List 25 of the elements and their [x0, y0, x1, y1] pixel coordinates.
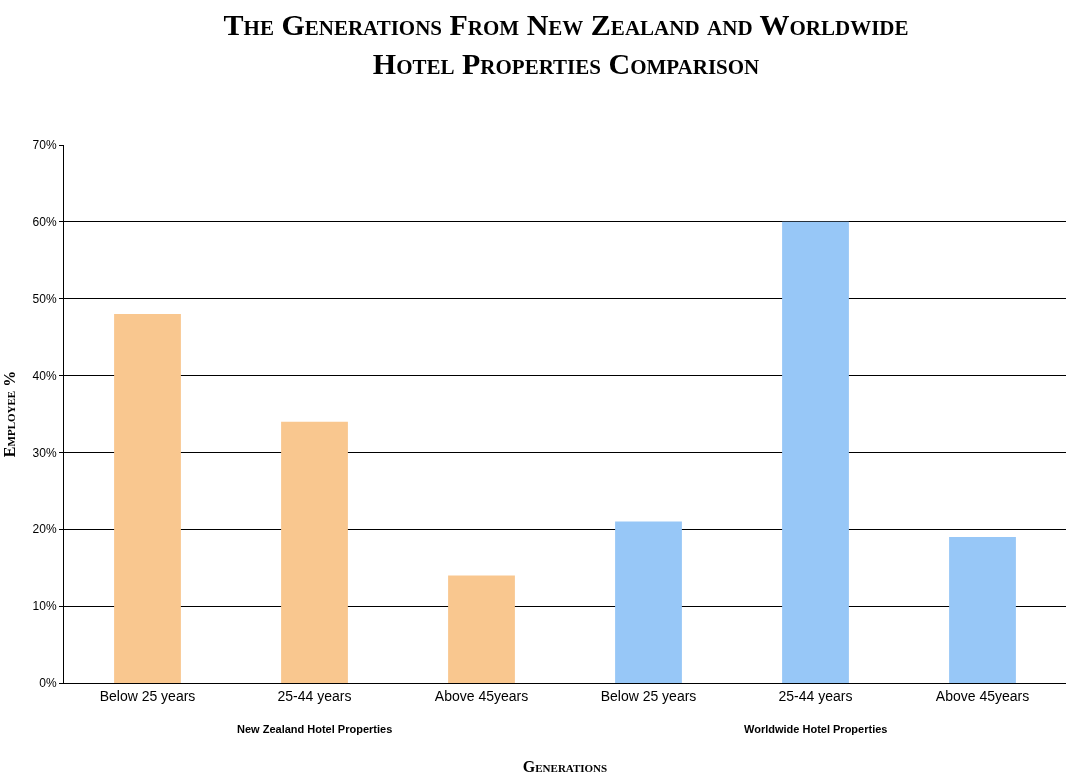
x-tick-label: 25-44 years — [277, 687, 352, 704]
y-tick-label: 70% — [32, 138, 57, 153]
text: New Zealand Hotel Properties — [237, 723, 393, 735]
y-tick-label: 30% — [32, 445, 57, 460]
bar — [114, 314, 181, 683]
y-tick-label: 50% — [32, 291, 57, 306]
text: Worldwide Hotel Properties — [744, 723, 888, 735]
y-tick-label: 60% — [32, 215, 57, 230]
y-tick-label: 20% — [32, 522, 57, 537]
x-tick-label: Below 25 years — [600, 687, 697, 704]
x-tick-label: 25-44 years — [778, 687, 853, 704]
bar — [281, 421, 348, 683]
x-tick-label: Above 45years — [935, 687, 1030, 704]
chart-title: The Generations From New Zealand and Worldwide Hotel Properties Comparison — [223, 8, 909, 81]
y-tick-label: 40% — [32, 368, 57, 383]
y-tick-label: 0% — [39, 676, 57, 691]
x-axis-title: Generations — [522, 758, 608, 776]
bar — [949, 536, 1016, 683]
x-tick-label: Above 45years — [434, 687, 529, 704]
bar — [782, 221, 849, 683]
y-axis-title: Employee % — [1, 370, 19, 458]
bar — [448, 575, 515, 683]
y-tick-label: 10% — [32, 599, 57, 614]
bar — [615, 521, 682, 683]
x-tick-label: Below 25 years — [99, 687, 196, 704]
